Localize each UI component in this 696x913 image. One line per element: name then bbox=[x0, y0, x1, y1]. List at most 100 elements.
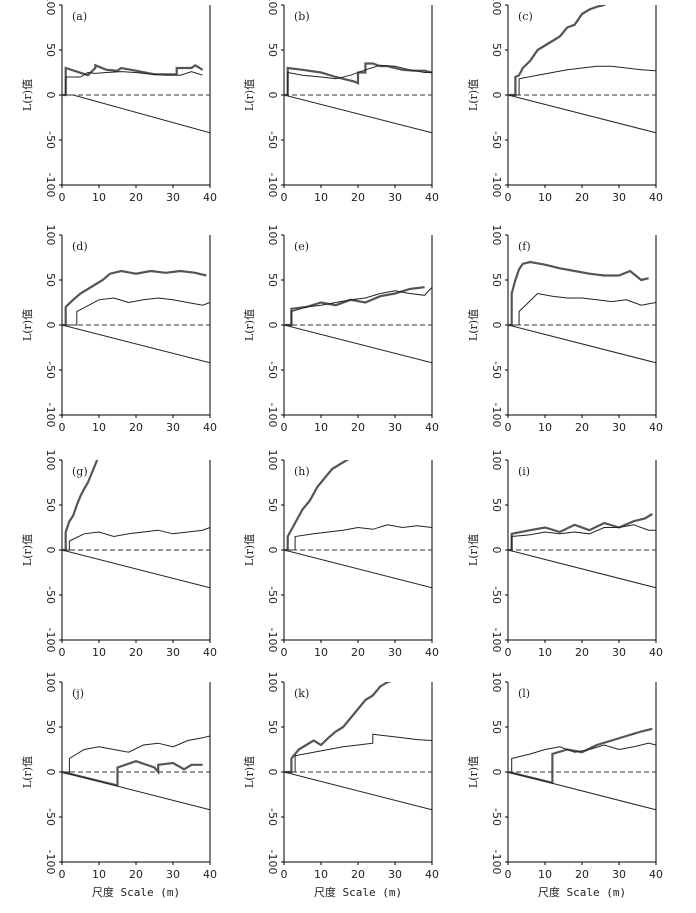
observed-line bbox=[62, 760, 203, 787]
y-tick-label: -50 bbox=[44, 586, 57, 604]
x-tick-label: 40 bbox=[203, 868, 217, 881]
series-group bbox=[284, 286, 432, 364]
x-tick-label: 40 bbox=[203, 421, 217, 434]
y-tick-label: 0 bbox=[266, 322, 279, 329]
y-tick-label: -100 bbox=[490, 850, 503, 875]
lower-envelope-line bbox=[284, 549, 432, 589]
observed-line bbox=[284, 460, 350, 552]
y-tick-label: -50 bbox=[266, 131, 279, 149]
y-tick-label: 0 bbox=[44, 769, 57, 776]
y-tick-label: -100 bbox=[490, 403, 503, 428]
y-tick-label: -50 bbox=[490, 586, 503, 604]
observed-line bbox=[508, 727, 653, 785]
y-tick-label: -100 bbox=[44, 628, 57, 653]
x-tick-label: 40 bbox=[425, 646, 439, 659]
series-group bbox=[62, 460, 210, 589]
x-tick-label: 30 bbox=[612, 868, 626, 881]
x-tick-label: 0 bbox=[281, 191, 288, 204]
lower-envelope-line bbox=[62, 94, 210, 134]
x-tick-label: 20 bbox=[351, 191, 365, 204]
chart-panel: -100 -50 0 50 100 0 10 20 30 40 L(r)值 (k) 尺度 Scale (… bbox=[243, 672, 439, 900]
y-tick-label: 50 bbox=[44, 720, 57, 734]
panel-label: (i) bbox=[518, 465, 530, 478]
y-tick-label: 0 bbox=[490, 547, 503, 554]
x-tick-label: 10 bbox=[92, 646, 106, 659]
x-tick-label: 0 bbox=[59, 191, 66, 204]
y-tick-label: -50 bbox=[266, 586, 279, 604]
x-tick-label: 20 bbox=[129, 868, 143, 881]
lower-envelope-line bbox=[284, 771, 432, 811]
y-axis-label: L(r)值 bbox=[21, 309, 34, 341]
upper-envelope-line bbox=[508, 65, 656, 96]
series-group bbox=[508, 513, 656, 589]
observed-line bbox=[508, 260, 649, 327]
x-tick-label: 30 bbox=[612, 646, 626, 659]
x-tick-label: 20 bbox=[351, 868, 365, 881]
x-tick-label: 30 bbox=[612, 191, 626, 204]
panel-label: (c) bbox=[518, 10, 533, 23]
y-tick-label: 100 bbox=[490, 450, 503, 471]
x-tick-label: 10 bbox=[92, 421, 106, 434]
observed-line bbox=[284, 62, 432, 97]
x-tick-label: 40 bbox=[425, 868, 439, 881]
upper-envelope-line bbox=[284, 286, 432, 326]
series-group bbox=[508, 727, 656, 811]
x-tick-label: 0 bbox=[505, 421, 512, 434]
upper-envelope-line bbox=[508, 742, 656, 773]
x-axis-label: 尺度 Scale (m) bbox=[92, 885, 180, 899]
x-tick-label: 20 bbox=[351, 421, 365, 434]
y-tick-label: 50 bbox=[266, 43, 279, 57]
lower-envelope-line bbox=[284, 324, 432, 364]
x-tick-label: 30 bbox=[612, 421, 626, 434]
y-tick-label: 100 bbox=[490, 672, 503, 693]
y-axis-label: L(r)值 bbox=[21, 756, 34, 788]
y-tick-label: 50 bbox=[490, 498, 503, 512]
x-tick-label: 10 bbox=[92, 868, 106, 881]
x-tick-label: 0 bbox=[281, 646, 288, 659]
panel-label: (b) bbox=[294, 10, 310, 23]
y-tick-label: -100 bbox=[44, 850, 57, 875]
y-tick-label: 50 bbox=[266, 720, 279, 734]
y-tick-label: 100 bbox=[266, 225, 279, 246]
x-axis-label: 尺度 Scale (m) bbox=[314, 885, 402, 899]
x-tick-label: 0 bbox=[59, 646, 66, 659]
y-axis-label: L(r)值 bbox=[467, 534, 480, 566]
x-tick-label: 30 bbox=[166, 868, 180, 881]
upper-envelope-line bbox=[62, 735, 210, 773]
x-tick-label: 40 bbox=[649, 646, 663, 659]
y-tick-label: 100 bbox=[44, 0, 57, 16]
y-tick-label: 0 bbox=[490, 769, 503, 776]
lower-envelope-line bbox=[508, 94, 656, 134]
panel-label: (f) bbox=[518, 240, 531, 253]
y-axis-label: L(r)值 bbox=[21, 534, 34, 566]
chart-panel: -100 -50 0 50 100 0 10 20 30 40 L(r)值 (e) bbox=[243, 225, 439, 435]
x-tick-label: 20 bbox=[129, 646, 143, 659]
x-tick-label: 20 bbox=[575, 191, 589, 204]
upper-envelope-line bbox=[284, 64, 432, 96]
x-tick-label: 40 bbox=[425, 191, 439, 204]
x-tick-label: 30 bbox=[166, 191, 180, 204]
y-tick-label: -100 bbox=[44, 403, 57, 428]
y-tick-label: 0 bbox=[44, 322, 57, 329]
y-axis-label: L(r)值 bbox=[243, 79, 256, 111]
observed-line bbox=[62, 460, 99, 552]
x-tick-label: 30 bbox=[388, 191, 402, 204]
y-tick-label: 50 bbox=[44, 273, 57, 287]
y-tick-label: -50 bbox=[266, 361, 279, 379]
panel-label: (d) bbox=[72, 240, 88, 253]
x-tick-label: 20 bbox=[129, 191, 143, 204]
x-tick-label: 0 bbox=[59, 421, 66, 434]
observed-line bbox=[508, 513, 653, 552]
y-axis-label: L(r)值 bbox=[243, 756, 256, 788]
y-tick-label: 0 bbox=[490, 322, 503, 329]
x-tick-label: 10 bbox=[538, 868, 552, 881]
y-tick-label: 0 bbox=[266, 92, 279, 99]
y-tick-label: 50 bbox=[490, 273, 503, 287]
panel-label: (k) bbox=[294, 687, 309, 700]
observed-line bbox=[62, 269, 207, 327]
series-group bbox=[508, 5, 656, 134]
y-tick-label: 100 bbox=[490, 225, 503, 246]
y-tick-label: 100 bbox=[44, 450, 57, 471]
upper-envelope-line bbox=[284, 524, 432, 551]
x-tick-label: 0 bbox=[505, 646, 512, 659]
